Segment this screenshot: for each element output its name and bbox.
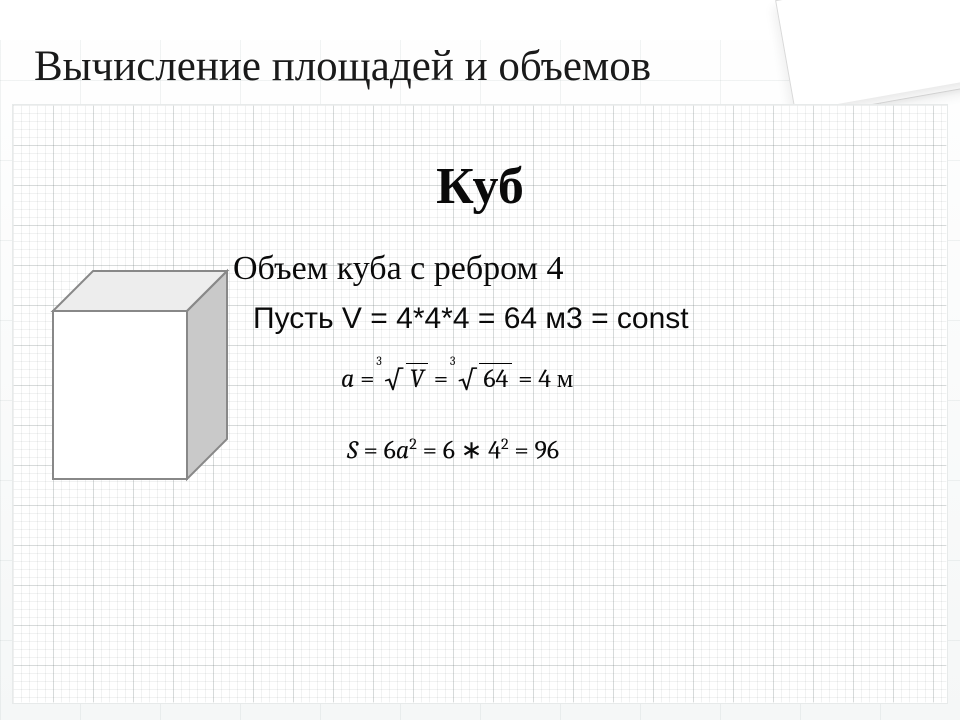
cube-front-face bbox=[53, 311, 187, 479]
value-96: 96 bbox=[534, 436, 559, 466]
exp-2: 2 bbox=[501, 435, 509, 454]
cube-figure bbox=[45, 263, 235, 491]
content-panel: Куб Объем куба с ребром 4 Пусть V = 4*4*… bbox=[12, 104, 948, 704]
text-line-2: Пусть V = 4*4*4 = 64 м3 = const bbox=[253, 302, 689, 336]
cuberoot-64: 3 √64 bbox=[454, 363, 512, 394]
equals: = bbox=[518, 364, 538, 394]
coef-6: 6 bbox=[384, 436, 396, 466]
equals: = bbox=[434, 364, 454, 394]
radicand-64: 64 bbox=[479, 363, 512, 394]
equals: = bbox=[423, 436, 443, 466]
equals: = bbox=[364, 436, 384, 466]
formula-cuberoot: a = 3 √V = 3 √64 = 4 м bbox=[341, 363, 573, 394]
formula-surface: S = 6a2 = 6 ∗ 42 = 96 bbox=[347, 435, 559, 466]
var-S: S bbox=[347, 436, 358, 466]
radicand-V: V bbox=[406, 363, 428, 394]
page-title: Вычисление площадей и объемов bbox=[34, 42, 651, 91]
root-index: 3 bbox=[376, 354, 382, 368]
var-a: a bbox=[396, 436, 409, 466]
cube-icon bbox=[45, 263, 235, 491]
equals: = bbox=[360, 364, 380, 394]
term-6-times-4: 6 ∗ 4 bbox=[443, 436, 501, 466]
var-a: a bbox=[341, 364, 354, 394]
equals: = bbox=[514, 436, 534, 466]
cuberoot-V: 3 √V bbox=[380, 363, 428, 394]
unit-label: м bbox=[557, 364, 573, 394]
section-heading: Куб bbox=[436, 157, 524, 216]
value-4: 4 bbox=[538, 364, 551, 394]
radical-sign: √ bbox=[384, 364, 402, 396]
exp-2: 2 bbox=[409, 435, 417, 454]
radical-sign: √ bbox=[458, 364, 476, 396]
text-line-1: Объем куба с ребром 4 bbox=[233, 250, 564, 288]
root-index: 3 bbox=[450, 354, 456, 368]
